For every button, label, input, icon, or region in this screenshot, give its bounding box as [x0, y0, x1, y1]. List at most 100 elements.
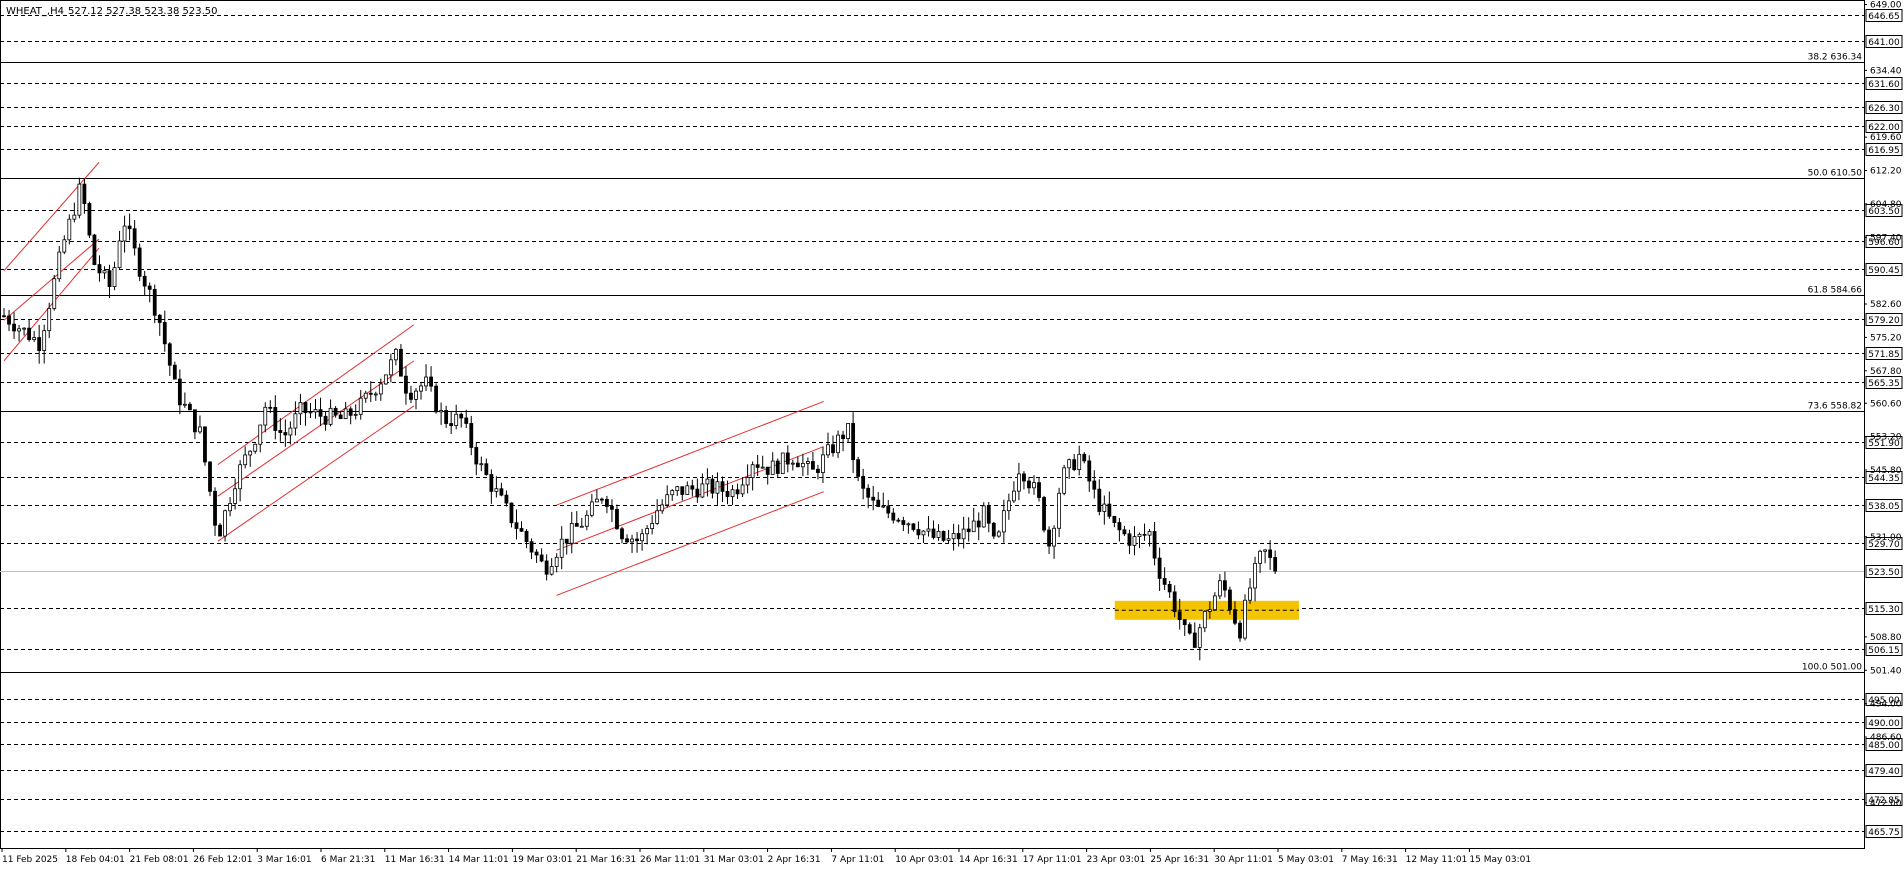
candle-body — [77, 183, 82, 216]
candle-body — [554, 556, 559, 567]
candle — [896, 517, 901, 523]
candle-body — [941, 530, 946, 541]
candle — [630, 534, 634, 553]
candle-body — [755, 464, 760, 468]
candle — [891, 508, 896, 524]
candle — [1248, 578, 1252, 604]
candle — [1212, 592, 1217, 611]
candle-body — [353, 413, 358, 416]
price-tick-label-6: 582.60 — [1870, 300, 1902, 310]
candle-body — [1032, 482, 1036, 489]
candle-body — [896, 519, 901, 522]
candle-body — [42, 330, 47, 351]
candle — [931, 520, 936, 540]
candle — [690, 479, 695, 497]
time-label-17: 23 Apr 03:01 — [1087, 855, 1146, 865]
candle — [1117, 517, 1122, 542]
candle-body — [454, 413, 459, 427]
candle-body — [1223, 580, 1227, 591]
candle — [1162, 567, 1167, 591]
candle — [735, 483, 740, 499]
candle — [1032, 475, 1036, 495]
level-label-13: 544.35 — [1868, 474, 1900, 484]
level-label-box-15 — [1865, 537, 1903, 550]
candle — [1097, 479, 1102, 516]
candle-body — [97, 264, 102, 274]
level-label-box-16 — [1865, 565, 1903, 578]
time-label-6: 11 Mar 16:31 — [385, 855, 445, 865]
candle — [504, 490, 509, 507]
time-label-12: 2 Apr 16:31 — [768, 855, 821, 865]
candle — [223, 509, 227, 542]
candle — [675, 485, 680, 496]
candle — [645, 525, 650, 545]
candle — [841, 430, 845, 452]
candle-body — [378, 383, 383, 395]
candle-body — [298, 402, 303, 415]
candle — [539, 548, 544, 563]
candle — [1228, 586, 1232, 615]
candle-body — [675, 486, 680, 491]
candle-body — [725, 490, 730, 497]
candle — [961, 516, 966, 549]
candle-body — [1027, 480, 1031, 489]
candle — [122, 215, 127, 253]
candle — [62, 235, 67, 255]
candle — [650, 515, 655, 535]
level-label-box-0 — [1865, 9, 1903, 22]
candle-body — [765, 466, 770, 475]
candle — [213, 487, 217, 536]
candle-body — [393, 348, 398, 361]
candle-body — [7, 315, 11, 325]
candle-body — [785, 452, 790, 465]
candle — [1092, 470, 1097, 499]
candle — [47, 302, 52, 339]
time-label-23: 15 May 03:01 — [1469, 855, 1531, 865]
candle — [1062, 464, 1067, 496]
candle-body — [1167, 583, 1172, 593]
candle-body — [313, 409, 318, 413]
candle-body — [92, 234, 97, 265]
candle — [986, 502, 991, 533]
price-tick-label-17: 472.00 — [1870, 799, 1902, 809]
candle — [238, 460, 243, 502]
candle-body — [1197, 627, 1202, 648]
candle-body — [559, 538, 564, 558]
candle-body — [444, 410, 449, 424]
channel-3-line-0 — [556, 400, 824, 506]
candle — [92, 233, 97, 266]
candle — [1082, 452, 1087, 464]
candle — [2, 308, 6, 318]
candle-body — [750, 464, 755, 479]
candle — [921, 530, 926, 543]
candle — [167, 342, 172, 376]
candle — [866, 484, 871, 509]
time-label-15: 14 Apr 16:31 — [959, 855, 1018, 865]
candle — [1273, 550, 1278, 575]
candle-body — [22, 327, 26, 330]
candle-body — [700, 483, 705, 498]
level-label-16: 523.50 — [1868, 568, 1900, 578]
candle — [409, 385, 413, 404]
level-label-6: 603.50 — [1868, 207, 1900, 217]
candle-body — [735, 489, 740, 495]
candle-body — [665, 494, 670, 506]
candle — [785, 445, 790, 473]
candle-body — [670, 490, 675, 496]
time-label-19: 30 Apr 11:01 — [1214, 855, 1273, 865]
candle-body — [866, 487, 871, 498]
candle — [1177, 598, 1182, 630]
candle — [1067, 458, 1072, 479]
candle-body — [916, 529, 921, 536]
candle-body — [1248, 587, 1252, 601]
candle-body — [861, 476, 866, 489]
candle — [434, 383, 438, 414]
candle — [936, 524, 941, 541]
candle — [1077, 445, 1082, 476]
candle-body — [2, 315, 6, 318]
candle-body — [851, 423, 856, 461]
candle — [338, 410, 343, 420]
candle-body — [57, 251, 62, 280]
